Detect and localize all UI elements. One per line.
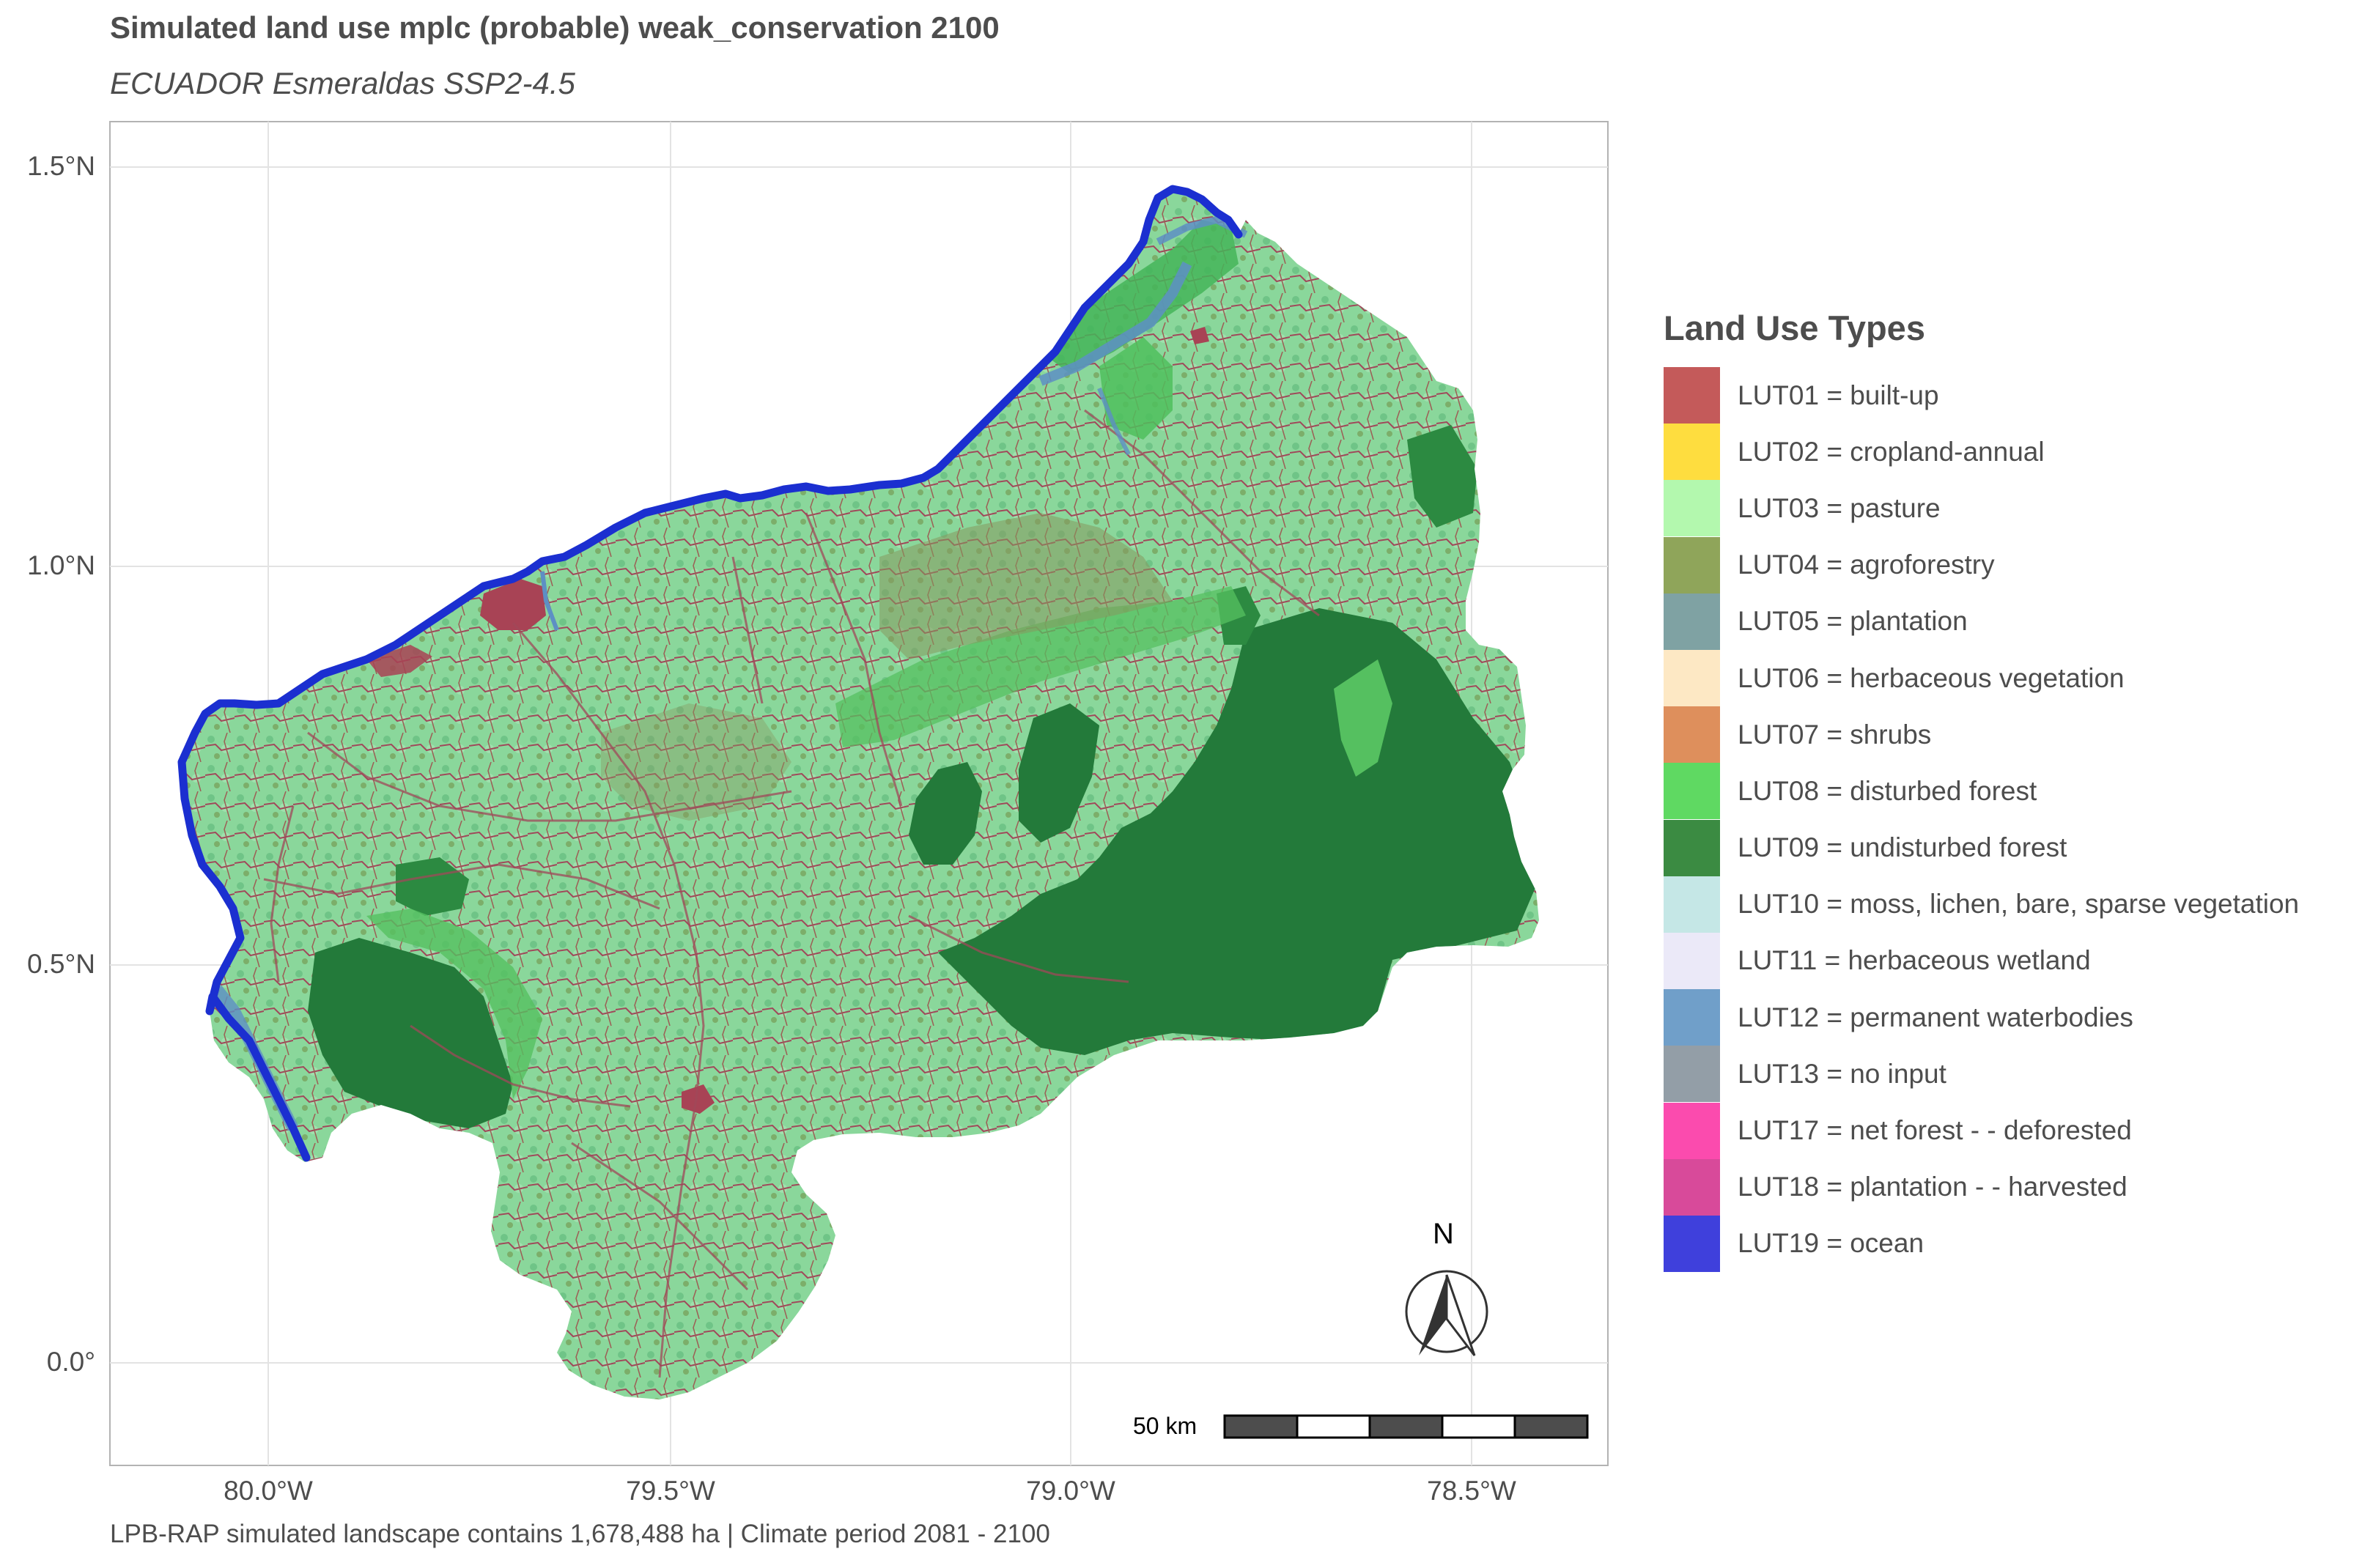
legend-label: LUT04 = agroforestry (1738, 550, 1995, 580)
scale-bar-label: 50 km (1133, 1413, 1197, 1439)
legend: Land Use Types LUT01 = built-up LUT02 = … (1664, 308, 2299, 1272)
north-arrow-label: N (1433, 1218, 1454, 1250)
legend-item: LUT19 = ocean (1664, 1215, 2299, 1272)
legend-swatch (1664, 1215, 1720, 1272)
legend-item: LUT03 = pasture (1664, 480, 2299, 537)
disturbed-forest-belt-3 (1334, 659, 1392, 777)
legend-label: LUT11 = herbaceous wetland (1738, 945, 2091, 976)
y-tick-label: 1.0°N (27, 550, 95, 580)
builtup-esmeraldas (480, 579, 546, 630)
legend-label: LUT19 = ocean (1738, 1228, 1924, 1259)
disturbed-forest-belt-1 (835, 586, 1246, 747)
legend-swatch (1664, 480, 1720, 537)
disturbed-forest-coast (1041, 220, 1239, 374)
estuary-north-3 (1097, 387, 1131, 456)
legend-swatch (1664, 650, 1720, 707)
forest-central-1 (909, 762, 982, 865)
legend-swatch (1664, 763, 1720, 820)
land-cover-patches (212, 215, 1539, 1378)
legend-label: LUT17 = net forest - - deforested (1738, 1115, 2132, 1146)
caption: LPB-RAP simulated landscape contains 1,6… (110, 1520, 1050, 1548)
legend-items: LUT01 = built-up LUT02 = cropland-annual… (1664, 367, 2299, 1272)
north-arrow (1405, 1270, 1488, 1356)
river-esmeraldas (540, 571, 559, 632)
legend-item: LUT02 = cropland-annual (1664, 424, 2299, 481)
legend-swatch (1664, 593, 1720, 650)
legend-item: LUT01 = built-up (1664, 367, 2299, 424)
legend-label: LUT06 = herbaceous vegetation (1738, 662, 2125, 693)
legend-label: LUT03 = pasture (1738, 492, 1941, 523)
y-tick-label: 0.0° (46, 1347, 95, 1377)
legend-item: LUT04 = agroforestry (1664, 536, 2299, 593)
x-tick-label: 79.0°W (1026, 1476, 1115, 1506)
builtup-inland (682, 1084, 715, 1114)
legend-item: LUT10 = moss, lichen, bare, sparse veget… (1664, 876, 2299, 933)
legend-label: LUT05 = plantation (1738, 606, 1968, 637)
legend-label: LUT10 = moss, lichen, bare, sparse veget… (1738, 889, 2300, 920)
legend-item: LUT06 = herbaceous vegetation (1664, 650, 2299, 707)
disturbed-forest-belt-4 (1099, 337, 1173, 440)
x-tick-label: 78.5°W (1427, 1476, 1516, 1506)
legend-swatch (1664, 1102, 1720, 1159)
x-tick-label: 80.0°W (224, 1476, 313, 1506)
y-tick-label: 1.5°N (27, 151, 95, 181)
legend-label: LUT09 = undisturbed forest (1738, 832, 2067, 863)
legend-item: LUT05 = plantation (1664, 593, 2299, 650)
legend-item: LUT11 = herbaceous wetland (1664, 932, 2299, 989)
road-network (263, 409, 1320, 1378)
legend-swatch (1664, 989, 1720, 1046)
agroforestry-band (879, 513, 1173, 659)
legend-swatch (1664, 536, 1720, 593)
estuary-north-1 (1038, 261, 1192, 386)
scale-bar (1223, 1414, 1589, 1439)
agroforestry-band-2 (601, 703, 791, 821)
legend-label: LUT02 = cropland-annual (1738, 436, 2045, 467)
legend-swatch (1664, 1158, 1720, 1216)
legend-swatch (1664, 424, 1720, 481)
legend-item: LUT07 = shrubs (1664, 706, 2299, 763)
legend-swatch (1664, 876, 1720, 933)
legend-swatch (1664, 706, 1720, 763)
legend-item: LUT13 = no input (1664, 1046, 2299, 1103)
legend-label: LUT08 = disturbed forest (1738, 775, 2037, 806)
legend-label: LUT01 = built-up (1738, 380, 1939, 410)
builtup-north (1190, 327, 1209, 344)
legend-item: LUT08 = disturbed forest (1664, 763, 2299, 820)
map-subtitle: ECUADOR Esmeraldas SSP2-4.5 (110, 66, 575, 100)
forest-central-2 (1019, 703, 1099, 843)
map-title: Simulated land use mplc (probable) weak_… (110, 10, 1000, 45)
legend-item: LUT09 = undisturbed forest (1664, 819, 2299, 876)
y-tick-label: 0.5°N (27, 949, 95, 979)
disturbed-forest-belt-2 (366, 909, 542, 1099)
x-tick-label: 79.5°W (626, 1476, 715, 1506)
undisturbed-forest-east (938, 608, 1539, 1055)
legend-item: LUT18 = plantation - - harvested (1664, 1158, 2299, 1216)
legend-item: LUT12 = permanent waterbodies (1664, 989, 2299, 1046)
legend-item: LUT17 = net forest - - deforested (1664, 1102, 2299, 1159)
forest-ne (1407, 425, 1477, 528)
legend-label: LUT07 = shrubs (1738, 719, 1932, 750)
legend-swatch (1664, 932, 1720, 989)
builtup-coast (366, 645, 432, 677)
legend-swatch (1664, 819, 1720, 876)
legend-label: LUT18 = plantation - - harvested (1738, 1172, 2127, 1202)
legend-swatch (1664, 367, 1720, 424)
legend-label: LUT12 = permanent waterbodies (1738, 1002, 2133, 1032)
legend-title: Land Use Types (1664, 308, 1925, 347)
legend-label: LUT13 = no input (1738, 1058, 1946, 1089)
coastline (177, 185, 1243, 1162)
undisturbed-forest-west (308, 938, 513, 1128)
legend-swatch (1664, 1046, 1720, 1103)
